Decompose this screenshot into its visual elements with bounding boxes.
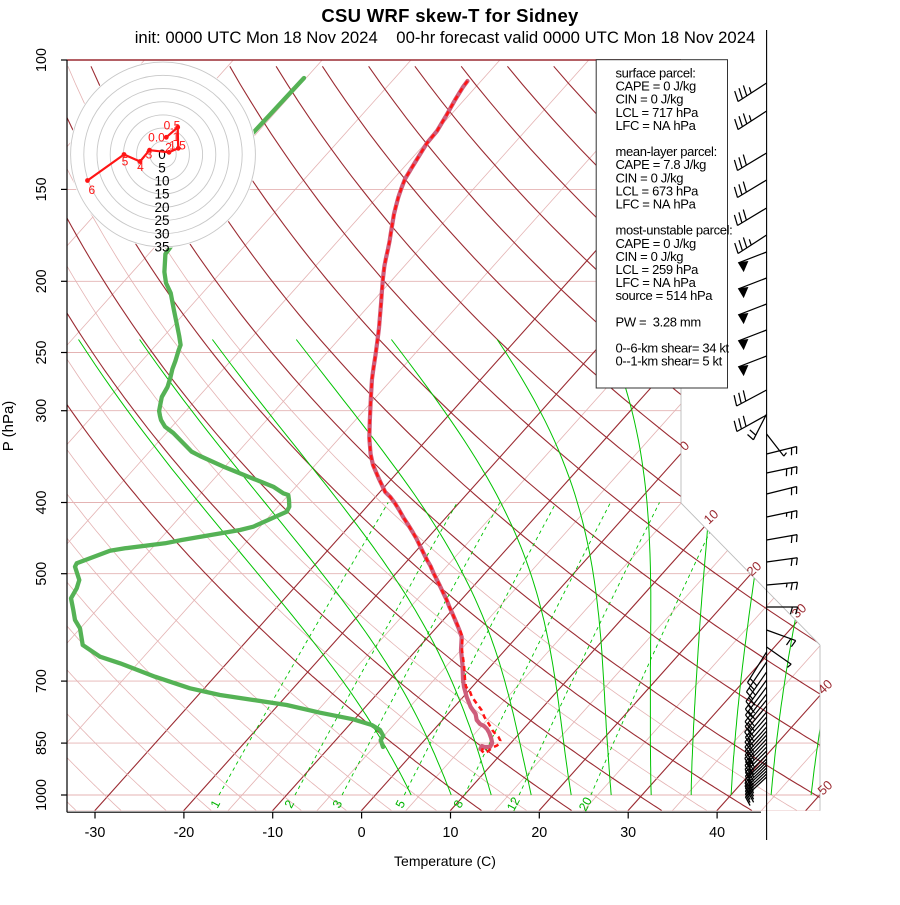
svg-text:250: 250	[34, 341, 50, 365]
svg-text:0--1-km shear= 5 kt: 0--1-km shear= 5 kt	[616, 354, 723, 369]
svg-text:4: 4	[137, 160, 144, 174]
svg-text:10: 10	[443, 825, 459, 841]
svg-text:40: 40	[709, 825, 725, 841]
svg-text:100: 100	[34, 48, 50, 72]
svg-text:LFC = NA hPa: LFC = NA hPa	[616, 118, 697, 133]
svg-text:500: 500	[34, 562, 50, 586]
svg-text:0: 0	[358, 825, 366, 841]
svg-text:init: 0000 UTC Mon 18 Nov 2024: init: 0000 UTC Mon 18 Nov 2024 00-hr for…	[135, 28, 756, 47]
svg-text:35: 35	[154, 240, 169, 255]
svg-text:source = 514 hPa: source = 514 hPa	[616, 288, 714, 303]
svg-text:-20: -20	[174, 825, 195, 841]
svg-text:150: 150	[34, 177, 50, 201]
svg-text:LFC = NA hPa: LFC = NA hPa	[616, 197, 697, 212]
svg-text:200: 200	[34, 269, 50, 293]
svg-text:5: 5	[122, 155, 129, 169]
svg-text:0.0: 0.0	[148, 131, 165, 145]
svg-text:850: 850	[34, 731, 50, 755]
svg-text:P (hPa): P (hPa)	[0, 401, 17, 452]
svg-text:-30: -30	[85, 825, 106, 841]
svg-text:20: 20	[531, 825, 547, 841]
svg-text:300: 300	[34, 399, 50, 423]
svg-text:CSU WRF skew-T for Sidney: CSU WRF skew-T for Sidney	[321, 5, 579, 26]
svg-text:PW = 3.28 mm: PW = 3.28 mm	[616, 314, 701, 329]
svg-text:3: 3	[146, 148, 153, 162]
svg-text:-10: -10	[262, 825, 283, 841]
svg-text:700: 700	[34, 669, 50, 693]
svg-text:0.5: 0.5	[164, 119, 181, 133]
svg-text:6: 6	[88, 183, 95, 197]
svg-text:1000: 1000	[34, 779, 50, 811]
svg-text:Temperature (C): Temperature (C)	[394, 853, 496, 869]
svg-text:30: 30	[620, 825, 636, 841]
svg-text:400: 400	[34, 491, 50, 515]
